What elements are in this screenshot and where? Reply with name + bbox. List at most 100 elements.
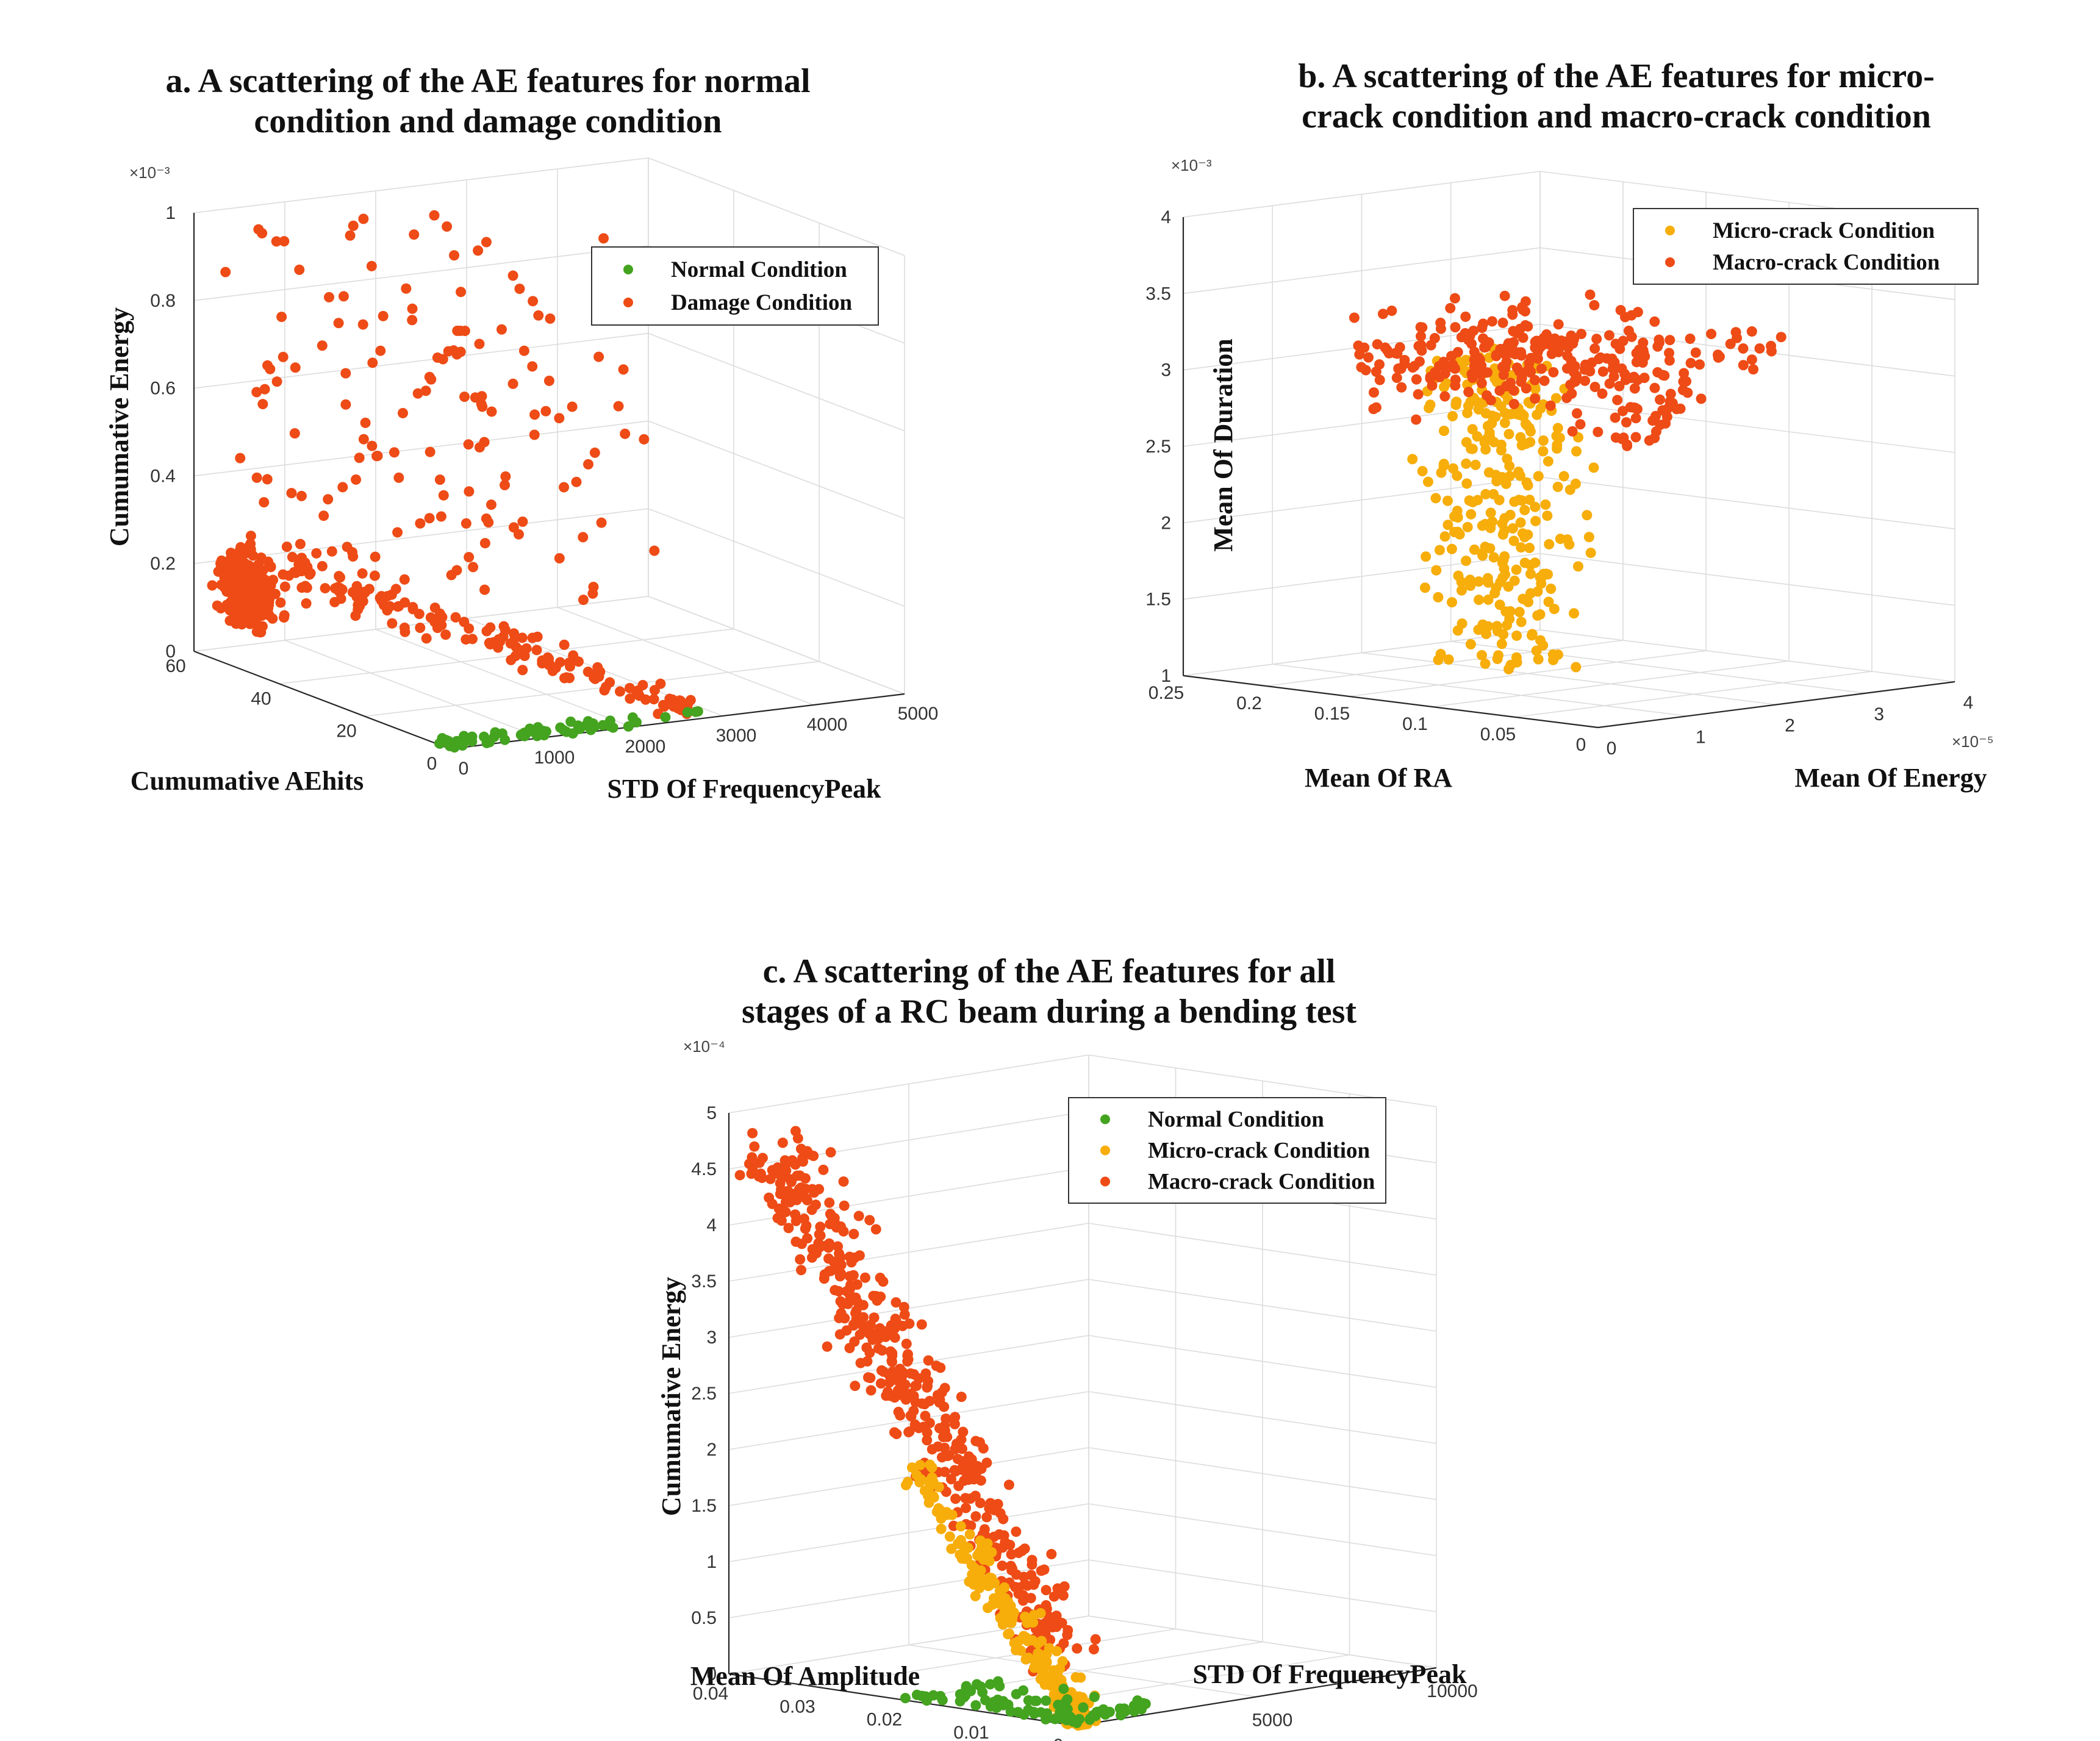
chart-c-z-tick: 2.5 bbox=[691, 1384, 717, 1404]
chart-b-point-micro bbox=[1439, 426, 1450, 437]
chart-c-point-micro bbox=[1000, 1593, 1011, 1604]
chart-b-point-micro bbox=[1503, 581, 1514, 592]
chart-c-point-macro bbox=[864, 1347, 875, 1358]
chart-b-point-macro bbox=[1516, 368, 1527, 379]
chart-b-point-micro bbox=[1461, 478, 1472, 489]
chart-b-z-label: Mean Of Duration bbox=[1208, 338, 1238, 552]
chart-b-point-macro bbox=[1561, 393, 1572, 404]
chart-b-title-line-2: crack condition and macro-crack conditio… bbox=[1302, 98, 1931, 136]
chart-b-point-micro bbox=[1421, 551, 1432, 562]
chart-c-point-macro bbox=[901, 1339, 912, 1350]
chart-c-title-line-1: c. A scattering of the AE features for a… bbox=[762, 953, 1336, 990]
chart-b-point-micro bbox=[1547, 649, 1558, 660]
chart-c-point-macro bbox=[887, 1350, 898, 1361]
chart-c-title-line-2: stages of a RC beam during a bending tes… bbox=[741, 993, 1357, 1031]
chart-c-point-macro bbox=[1005, 1560, 1016, 1571]
chart-a-point-damage bbox=[287, 551, 298, 562]
chart-c-point-normal bbox=[994, 1681, 1005, 1692]
chart-b-point-macro bbox=[1414, 356, 1425, 367]
chart-b-point-micro bbox=[1500, 569, 1511, 580]
chart-c-point-micro bbox=[900, 1479, 911, 1490]
chart-a-title-line-1: a. A scattering of the AE features for n… bbox=[165, 62, 811, 100]
chart-b-point-micro bbox=[1524, 495, 1535, 506]
chart-b-point-micro bbox=[1532, 610, 1543, 621]
chart-c-point-macro bbox=[865, 1320, 876, 1331]
chart-b-point-macro bbox=[1508, 399, 1519, 410]
chart-b-point-micro bbox=[1549, 604, 1560, 615]
chart-c-point-micro bbox=[966, 1560, 977, 1571]
chart-c-point-macro bbox=[899, 1309, 910, 1320]
chart-b-point-macro bbox=[1776, 332, 1786, 343]
chart-a-point-damage bbox=[464, 486, 475, 497]
chart-b-point-macro bbox=[1679, 368, 1690, 379]
chart-a-point-damage bbox=[624, 682, 635, 693]
chart-a-grid-line bbox=[364, 660, 820, 717]
chart-c-point-macro bbox=[906, 1389, 917, 1400]
chart-c-point-micro bbox=[960, 1541, 971, 1552]
chart-a-point-damage bbox=[235, 551, 246, 562]
chart-c-point-macro bbox=[824, 1197, 835, 1208]
chart-a-point-damage bbox=[245, 531, 256, 542]
chart-b-point-macro bbox=[1447, 359, 1458, 370]
chart-c-point-macro bbox=[1062, 1629, 1073, 1640]
chart-a-point-damage bbox=[259, 580, 270, 591]
chart-b-point-macro bbox=[1399, 355, 1410, 366]
chart-b-point-macro bbox=[1450, 374, 1461, 385]
chart-a-point-damage bbox=[326, 546, 337, 557]
chart-a-points bbox=[207, 210, 703, 753]
chart-b-point-micro bbox=[1558, 471, 1569, 482]
chart-c-point-macro bbox=[875, 1378, 886, 1389]
chart-b-point-macro bbox=[1508, 385, 1519, 396]
chart-c-point-normal bbox=[1036, 1707, 1047, 1718]
chart-c-point-macro bbox=[966, 1520, 977, 1531]
chart-a-point-damage bbox=[533, 310, 544, 321]
chart-c-point-macro bbox=[777, 1137, 788, 1148]
chart-b-point-macro bbox=[1391, 373, 1402, 384]
chart-a-point-damage bbox=[485, 639, 496, 650]
chart-b-point-macro bbox=[1620, 374, 1631, 385]
chart-c-grid-line bbox=[728, 1503, 1089, 1562]
chart-b-point-macro bbox=[1439, 391, 1450, 402]
chart-a-point-damage bbox=[257, 399, 268, 410]
chart-b-point-macro bbox=[1566, 331, 1577, 341]
chart-b-point-macro bbox=[1589, 300, 1600, 311]
chart-b-x-tick: 2 bbox=[1785, 716, 1795, 736]
chart-b-z-tick: 1.5 bbox=[1145, 590, 1171, 610]
chart-b-point-micro bbox=[1497, 472, 1508, 483]
chart-b-point-micro bbox=[1494, 599, 1505, 610]
chart-a-point-damage bbox=[262, 474, 273, 485]
chart-c-point-micro bbox=[970, 1590, 981, 1601]
chart-b-point-macro bbox=[1386, 306, 1397, 316]
chart-c-point-macro bbox=[1026, 1570, 1037, 1581]
chart-c-point-macro bbox=[1025, 1593, 1036, 1604]
chart-c-point-normal bbox=[1011, 1689, 1022, 1700]
chart-b-point-macro bbox=[1625, 402, 1636, 413]
chart-b-point-micro bbox=[1552, 423, 1563, 434]
chart-b-point-micro bbox=[1492, 653, 1503, 664]
chart-c-x-label: STD Of FrequencyPeak bbox=[1193, 1659, 1467, 1689]
chart-b-x-label: Mean Of Energy bbox=[1794, 763, 1987, 793]
chart-b-grid-line bbox=[1539, 552, 1955, 606]
chart-c-point-macro bbox=[949, 1418, 960, 1429]
chart-b-point-micro bbox=[1480, 518, 1491, 529]
chart-b-point-micro bbox=[1461, 556, 1472, 567]
chart-b-point-micro bbox=[1516, 495, 1527, 506]
chart-b-point-macro bbox=[1498, 370, 1509, 381]
chart-b-point-micro bbox=[1530, 557, 1541, 568]
chart-c-point-macro bbox=[872, 1295, 883, 1306]
chart-c-title: c. A scattering of the AE features for a… bbox=[683, 951, 1415, 1032]
chart-a-z-exponent: ×10⁻³ bbox=[129, 163, 170, 182]
chart-b-point-macro bbox=[1665, 388, 1676, 399]
chart-c-point-normal bbox=[1104, 1706, 1115, 1717]
chart-b-point-micro bbox=[1544, 539, 1555, 550]
chart-c-point-macro bbox=[922, 1435, 933, 1446]
chart-c-point-macro bbox=[966, 1454, 977, 1465]
chart-b-point-micro bbox=[1542, 510, 1553, 521]
chart-b-point-macro bbox=[1464, 329, 1475, 340]
chart-b-point-macro bbox=[1497, 362, 1508, 373]
chart-b-point-micro bbox=[1496, 638, 1507, 649]
chart-b-grid-line bbox=[1349, 650, 1707, 697]
chart-c-point-macro bbox=[989, 1531, 1000, 1542]
chart-c-point-macro bbox=[807, 1244, 818, 1255]
chart-a-point-damage bbox=[320, 583, 331, 594]
